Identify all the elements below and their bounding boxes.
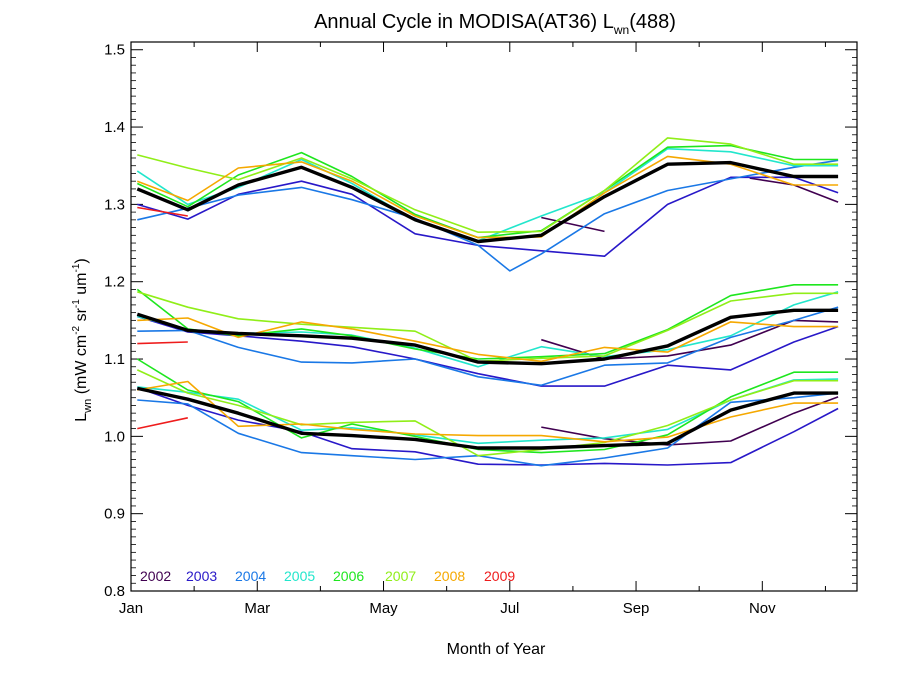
x-tick-label: Sep xyxy=(623,600,650,617)
series-line xyxy=(136,386,839,450)
series-line xyxy=(749,177,839,203)
series-line xyxy=(137,137,839,233)
y-axis-label: Lwn (mW cm-2 sr-1 um-1) xyxy=(71,258,94,421)
y-tick-label: 1.0 xyxy=(104,428,125,445)
chart-title: Annual Cycle in MODISA(AT36) Lwn(488) xyxy=(314,11,676,37)
axis-ticks xyxy=(130,42,857,592)
series-line xyxy=(136,358,839,454)
legend-item-2008: 2008 xyxy=(434,568,465,584)
legend-item-2006: 2006 xyxy=(333,568,364,584)
legend-item-2009: 2009 xyxy=(484,568,515,584)
series-line xyxy=(137,176,839,258)
series-line xyxy=(137,317,839,363)
x-tick-label: Mar xyxy=(244,600,270,617)
y-tick-label: 1.4 xyxy=(104,119,125,136)
legend-item-2003: 2003 xyxy=(186,568,217,584)
series-line xyxy=(137,315,839,387)
series-line xyxy=(541,216,605,233)
series-layer xyxy=(136,137,839,467)
series-line xyxy=(137,380,839,443)
x-axis-tick-labels: Jan Mar May Jul Sep Nov xyxy=(119,600,776,617)
series-line xyxy=(137,306,839,387)
series-line xyxy=(136,144,839,239)
plot-area: 2002 2003 2004 2005 2006 2007 2008 2009 xyxy=(130,41,858,592)
y-tick-label: 1.2 xyxy=(104,274,125,291)
series-line xyxy=(136,369,839,457)
legend-item-2002: 2002 xyxy=(140,568,171,584)
series-line xyxy=(137,341,188,345)
y-tick-label: 1.5 xyxy=(104,42,125,59)
legend-item-2005: 2005 xyxy=(284,568,315,584)
series-2003 xyxy=(137,176,839,466)
series-2004 xyxy=(137,159,839,467)
x-tick-label: Jan xyxy=(119,600,143,617)
series-line xyxy=(137,159,839,272)
x-tick-label: Jul xyxy=(500,600,519,617)
y-axis-tick-labels: 0.8 0.9 1.0 1.1 1.2 1.3 1.4 1.5 xyxy=(104,42,125,600)
y-tick-label: 0.8 xyxy=(104,583,125,600)
series-2009 xyxy=(137,206,188,430)
legend: 2002 2003 2004 2005 2006 2007 2008 2009 xyxy=(140,568,515,584)
series-line xyxy=(137,417,188,430)
series-line xyxy=(137,206,188,217)
x-tick-label: May xyxy=(369,600,398,617)
x-tick-label: Nov xyxy=(749,600,776,617)
y-tick-label: 1.3 xyxy=(104,196,125,213)
legend-item-2004: 2004 xyxy=(235,568,266,584)
y-tick-label: 1.1 xyxy=(104,351,125,368)
series-line xyxy=(137,155,839,239)
series-line xyxy=(137,291,839,363)
series-line xyxy=(136,308,839,366)
plot-frame xyxy=(130,41,858,592)
x-axis-label: Month of Year xyxy=(447,641,546,658)
series-line xyxy=(136,283,839,360)
series-line xyxy=(137,386,839,466)
y-tick-label: 0.9 xyxy=(104,506,125,523)
legend-item-2007: 2007 xyxy=(385,568,416,584)
series-line xyxy=(541,396,839,446)
series-line xyxy=(136,160,839,244)
series-mean xyxy=(136,160,839,450)
